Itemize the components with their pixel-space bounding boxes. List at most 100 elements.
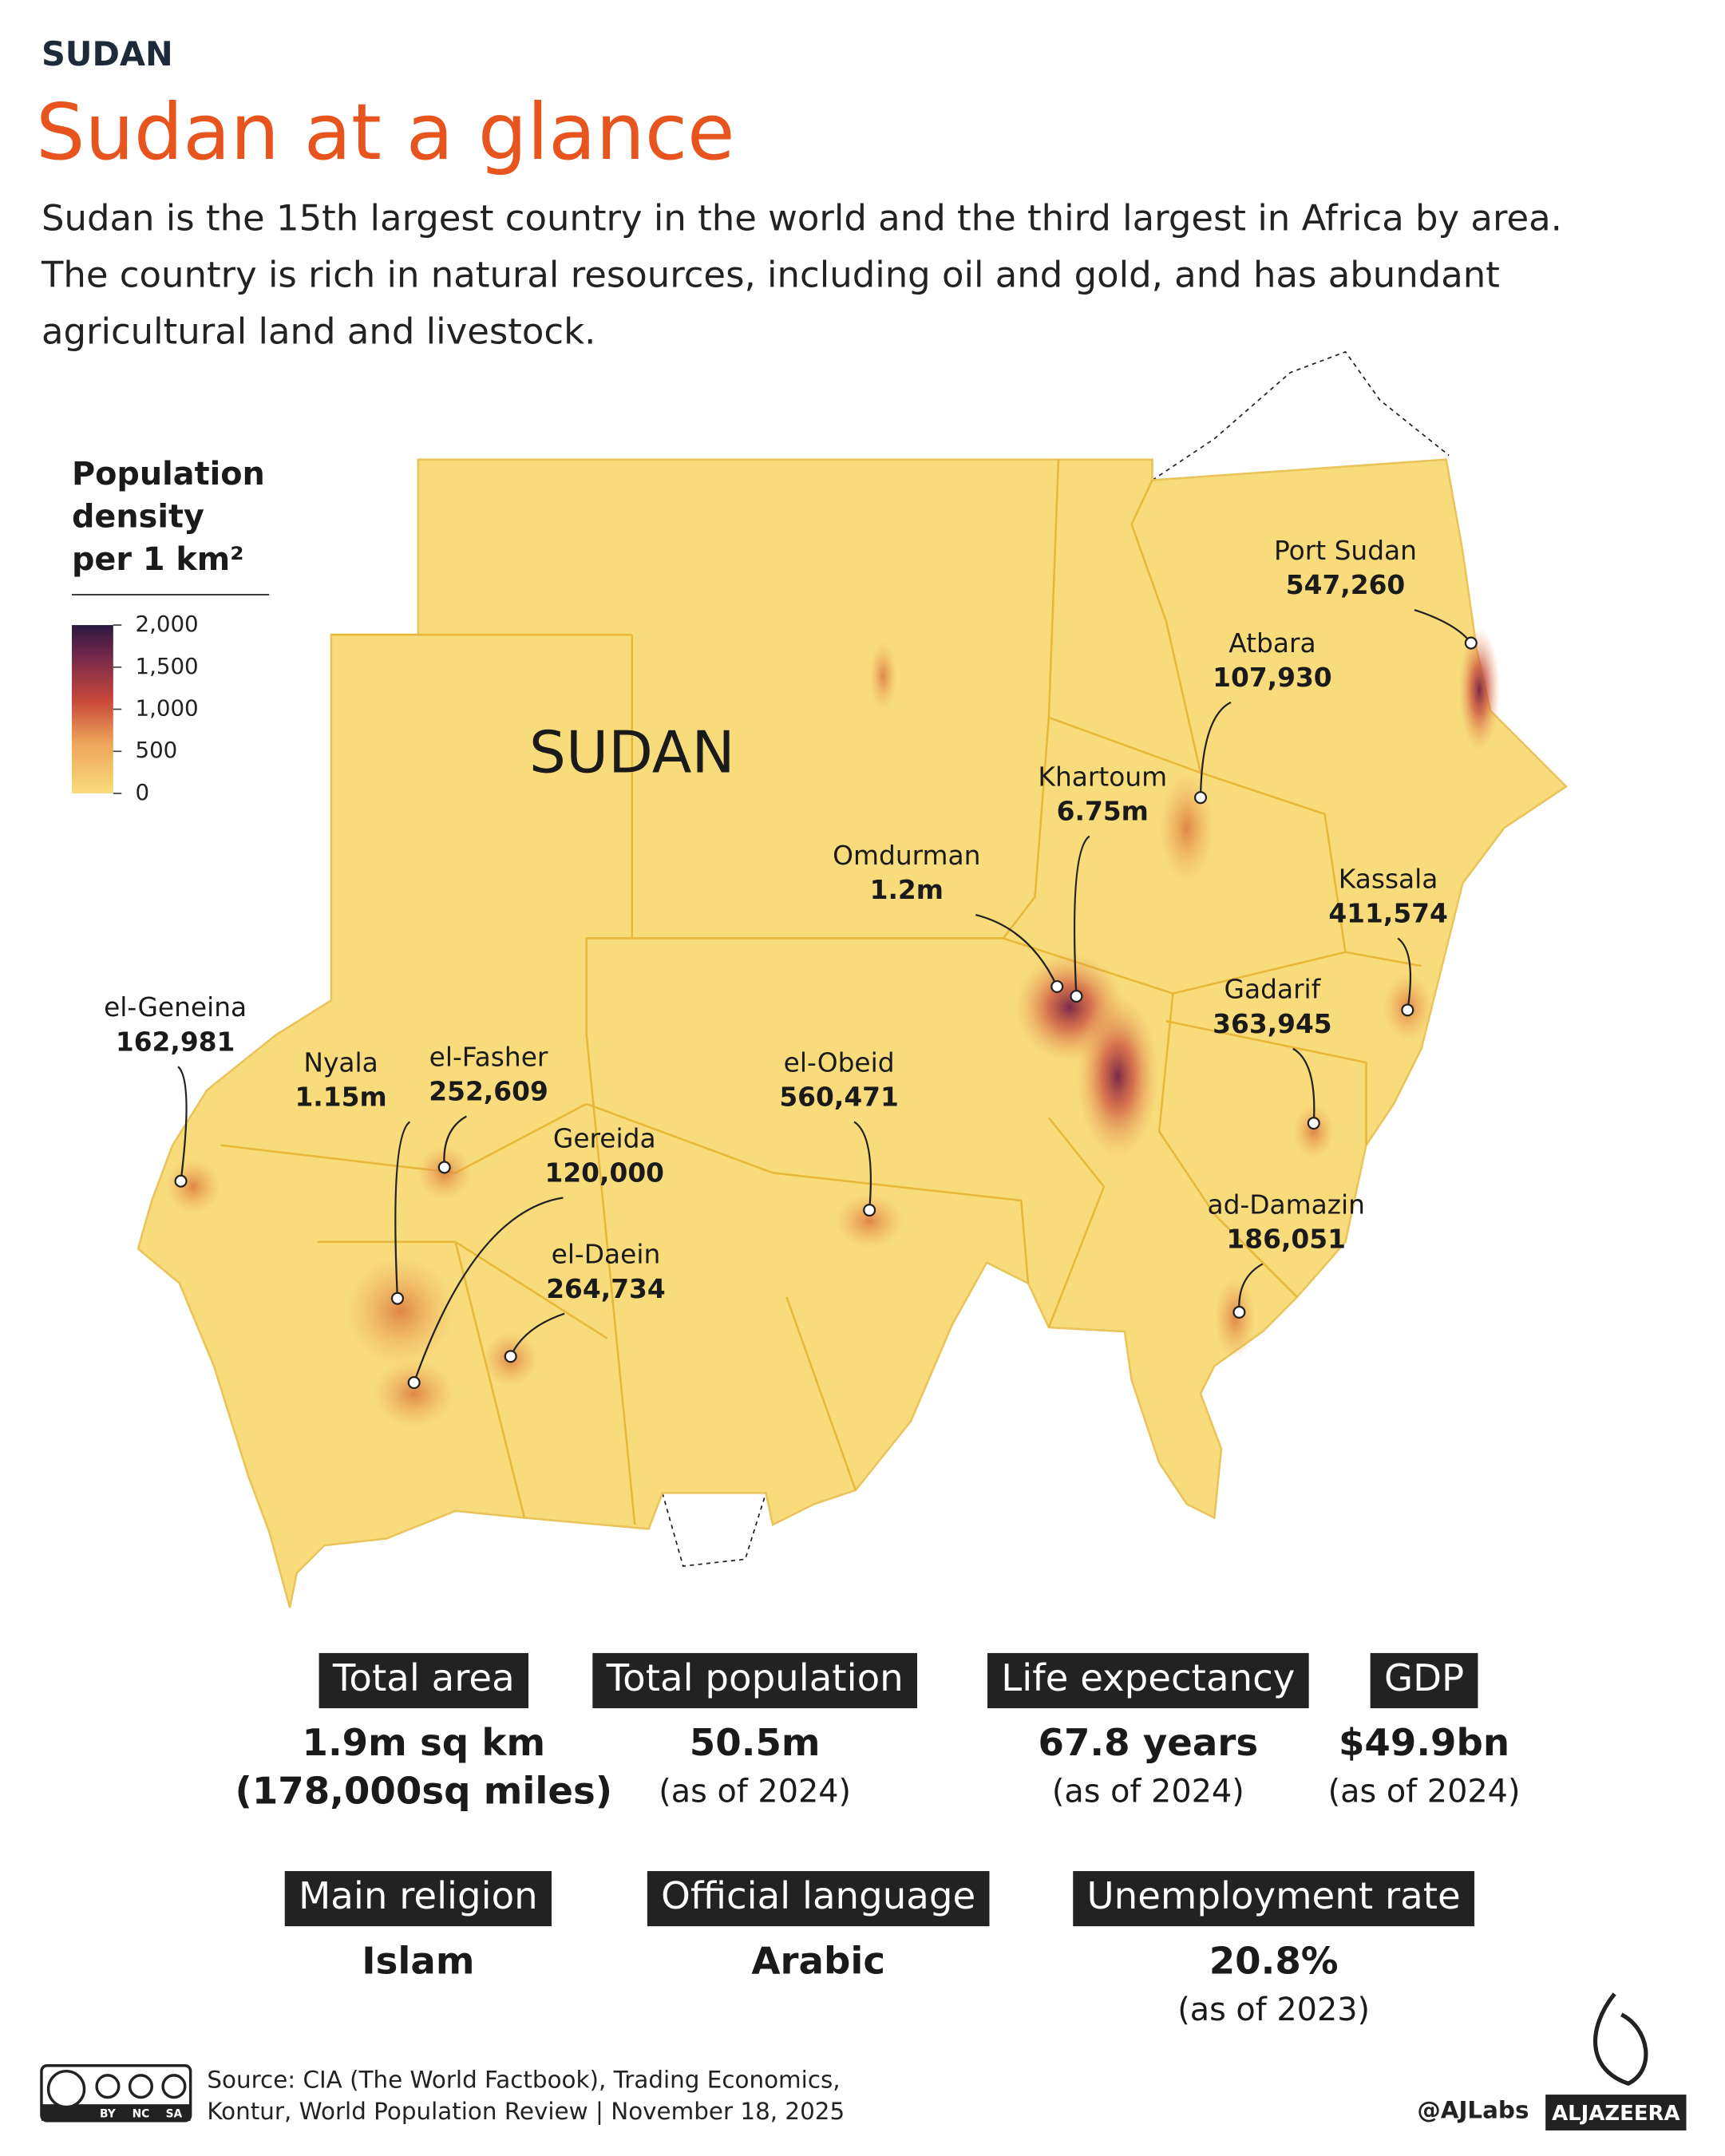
stat-value: Islam [362,1940,474,1983]
city-dot [1050,979,1064,994]
city-population: 560,471 [779,1082,899,1112]
leader-line [443,1115,467,1168]
city-dot [1464,636,1478,650]
stat-value: Arabic [751,1940,885,1983]
country-label: SUDAN [529,719,735,786]
source: Kontur, World Population Review | Novemb… [207,2098,845,2126]
legend-tick-label: 1,500 [136,653,199,679]
kicker: SUDAN [42,34,173,73]
stat-note: (178,000sq miles) [235,1770,613,1814]
brand: ALJAZEERA [1552,2102,1680,2126]
cc-icon [161,2074,187,2099]
header: SUDAN Sudan at a glance Sudan is the 15t… [36,34,1562,352]
cc-icon [128,2074,153,2099]
city-dot [1193,791,1208,805]
city-name: el-Fasher [429,1042,548,1072]
city-name: ad-Damazin [1207,1189,1364,1220]
city-dot [407,1376,421,1390]
stat-label: Total area [332,1657,515,1700]
cc-icon [46,2069,86,2109]
city-dot [174,1174,188,1188]
leader-line [177,1066,188,1181]
city-name: Gadarif [1225,975,1322,1005]
city-population: 120,000 [544,1158,664,1189]
city-population: 547,260 [1286,570,1406,600]
city-population: 107,930 [1213,663,1332,693]
footer: BY NC SA Source: CIA (The World Factbook… [40,1992,1687,2131]
city-name: el-Daein [552,1240,661,1270]
legend-gradient [71,625,113,793]
city-dot [390,1292,404,1305]
stat-label-box [1073,1871,1475,1927]
legend-title: density [72,498,204,535]
title: Sudan at a glance [36,87,735,177]
city-dot [437,1161,451,1174]
stat-label: Main religion [299,1875,538,1918]
city-dot [1401,1003,1414,1017]
city-name: Port Sudan [1274,536,1417,566]
city-name: Kassala [1339,864,1438,894]
city-dot [1070,990,1083,1003]
kafia-kingi [662,1493,767,1567]
city-dot [504,1350,517,1363]
population-hotspots [165,627,1501,1429]
leader-line [1397,937,1412,1011]
city-population: 1.2m [870,875,944,905]
city-name: Omdurman [833,841,980,871]
stat-note: (as of 2024) [1052,1774,1244,1810]
legend: Population density per 1 km² 2,000 1,500 1,00… [71,456,270,805]
stat-label-box [647,1871,990,1927]
city-population: 186,051 [1226,1224,1346,1255]
legend-tick-label: 0 [136,779,150,805]
brand-box [1545,2095,1687,2131]
stat-label: Official language [661,1875,975,1918]
city-population: 1.15m [295,1082,386,1112]
stat-label-box [284,1871,552,1927]
leader-line [853,1121,872,1211]
legend-tick-label: 1,000 [136,695,199,722]
leader-line [1073,835,1090,997]
map: SUDAN Population density per 1 km² 2,000 1,5… [71,350,1569,1608]
city-population: 252,609 [429,1077,548,1107]
city-population: 264,734 [546,1274,666,1304]
city-name: Khartoum [1038,762,1167,792]
legend-tick-label: 2,000 [136,611,199,637]
stat-value: 67.8 years [1038,1722,1258,1765]
logo-mark [1592,1992,1648,2087]
stat-label: Life expectancy [1001,1657,1295,1700]
cc-label: NC [133,2107,150,2120]
stat-note: (as of 2023) [1177,1992,1370,2028]
city-name: Nyala [303,1047,378,1078]
legend-title: per 1 km² [72,541,244,578]
city-population: 363,945 [1213,1009,1332,1039]
city-name: el-Geneina [104,992,247,1023]
stat-label: Unemployment rate [1087,1875,1461,1918]
leader-line [1199,701,1232,798]
city-dot [1307,1117,1320,1130]
cc-label: BY [100,2107,117,2120]
source: Source: CIA (The World Factbook), Tradin… [207,2066,840,2093]
city-dot [1232,1305,1246,1319]
city-name: el-Obeid [784,1047,895,1078]
leader-line [975,913,1058,987]
subtitle-line: The country is rich in natural resources… [41,253,1500,295]
city-name: Gereida [553,1123,656,1153]
leader-line [394,1121,411,1299]
subtitle-line: Sudan is the 15th largest country in the… [42,197,1562,239]
cc-strip [41,2104,191,2121]
stat-label-box [592,1652,917,1709]
legend-tick-label: 500 [136,737,178,763]
halaib-triangle [1152,350,1450,481]
stat-label-box [987,1652,1309,1709]
stat-label-box [318,1652,529,1709]
country-shape [136,458,1569,1608]
stat-note: (as of 2024) [1328,1774,1521,1810]
leader-line [1292,1047,1316,1124]
stat-value: $49.9bn [1339,1722,1509,1765]
cc-label: SA [166,2107,183,2120]
leader-line [413,1197,564,1383]
city-dot [863,1203,876,1217]
stat-value: 1.9m sq km [303,1722,546,1765]
